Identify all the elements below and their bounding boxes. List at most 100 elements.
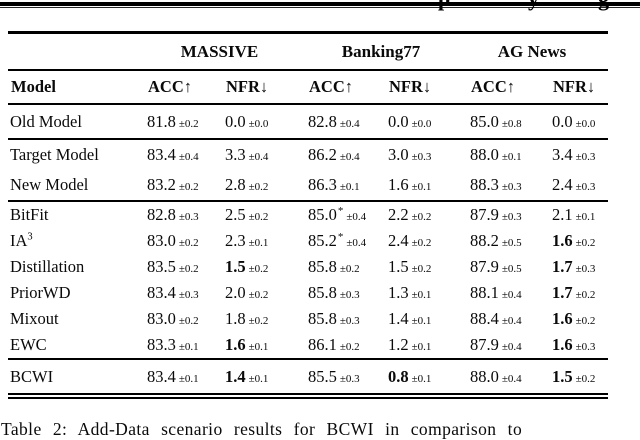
std-dev: ±0.3 bbox=[339, 373, 360, 385]
std-dev: ±0.3 bbox=[575, 341, 596, 353]
std-dev: ±0.4 bbox=[248, 151, 269, 163]
row-label: Old Model bbox=[10, 112, 82, 131]
metric-value: 2.1 bbox=[552, 205, 573, 224]
clipped-text-fragment: y bbox=[528, 0, 539, 12]
metric-value: 0.0 bbox=[225, 112, 246, 131]
std-dev: ±0.2 bbox=[411, 211, 432, 223]
row-label: PriorWD bbox=[10, 283, 71, 302]
nfr-value-cell: 1.5 ±0.2 bbox=[386, 254, 468, 280]
std-dev: ±0.2 bbox=[411, 263, 432, 275]
std-dev: ±0.2 bbox=[575, 237, 596, 249]
nfr-value-cell: 1.6 ±0.3 bbox=[550, 332, 608, 358]
metric-value: 88.0 bbox=[470, 367, 499, 386]
metric-value: 1.8 bbox=[225, 309, 246, 328]
nfr-value-cell: 0.8 ±0.1 bbox=[386, 360, 468, 393]
metric-value: 83.3 bbox=[147, 335, 176, 354]
acc-value-cell: 86.1 ±0.2 bbox=[306, 332, 386, 358]
std-dev: ±0.4 bbox=[178, 151, 199, 163]
std-dev: ±0.3 bbox=[501, 181, 522, 193]
metric-value: 1.2 bbox=[388, 335, 409, 354]
nfr-value-cell: 0.0 ±0.0 bbox=[386, 105, 468, 138]
metric-value: 85.0 bbox=[470, 112, 499, 131]
metric-value: 3.3 bbox=[225, 145, 246, 164]
std-dev: ±0.3 bbox=[339, 289, 360, 301]
std-dev: ±0.1 bbox=[411, 341, 432, 353]
acc-value-cell: 83.4 ±0.1 bbox=[145, 360, 223, 393]
clipped-rule-thin bbox=[0, 7, 640, 8]
metric-value: 83.0 bbox=[147, 231, 176, 250]
column-header-nfr: NFR↓ bbox=[553, 77, 596, 96]
metric-value: 85.5 bbox=[308, 367, 337, 386]
acc-value-cell: 87.9 ±0.5 bbox=[468, 254, 550, 280]
std-dev: ±0.1 bbox=[411, 181, 432, 193]
std-dev: ±0.2 bbox=[575, 289, 596, 301]
nfr-value-cell: 1.5 ±0.2 bbox=[223, 254, 306, 280]
acc-value-cell: 83.0 ±0.2 bbox=[145, 228, 223, 254]
acc-value-cell: 86.3 ±0.1 bbox=[306, 170, 386, 200]
metric-value: 1.6 bbox=[552, 231, 573, 250]
nfr-value-cell: 1.3 ±0.1 bbox=[386, 280, 468, 306]
std-dev: ±0.1 bbox=[411, 373, 432, 385]
std-dev: ±0.1 bbox=[178, 341, 199, 353]
nfr-value-cell: 0.0 ±0.0 bbox=[550, 105, 608, 138]
std-dev: ±0.1 bbox=[411, 315, 432, 327]
acc-value-cell: 83.3 ±0.1 bbox=[145, 332, 223, 358]
std-dev: ±0.3 bbox=[575, 151, 596, 163]
std-dev: ±0.2 bbox=[248, 211, 269, 223]
std-dev: ±0.2 bbox=[178, 181, 199, 193]
metric-value: 0.0 bbox=[388, 112, 409, 131]
nfr-value-cell: 1.6 ±0.1 bbox=[386, 170, 468, 200]
metric-value: 83.2 bbox=[147, 175, 176, 194]
acc-value-cell: 83.4 ±0.4 bbox=[145, 140, 223, 170]
std-dev: ±0.2 bbox=[575, 315, 596, 327]
metric-value: 0.0 bbox=[552, 112, 573, 131]
std-dev: ±0.4 bbox=[339, 151, 360, 163]
nfr-value-cell: 2.1 ±0.1 bbox=[550, 202, 608, 228]
metric-value: 2.5 bbox=[225, 205, 246, 224]
metric-value: 81.8 bbox=[147, 112, 176, 131]
column-header-acc: ACC↑ bbox=[309, 77, 353, 96]
nfr-value-cell: 1.2 ±0.1 bbox=[386, 332, 468, 358]
std-dev: ±0.4 bbox=[501, 373, 522, 385]
metric-value: 87.9 bbox=[470, 335, 499, 354]
std-dev: ±0.2 bbox=[248, 181, 269, 193]
metric-value: 86.1 bbox=[308, 335, 337, 354]
acc-value-cell: 87.9 ±0.4 bbox=[468, 332, 550, 358]
nfr-value-cell: 1.7 ±0.3 bbox=[550, 254, 608, 280]
std-dev: ±0.3 bbox=[411, 151, 432, 163]
column-header-model: Model bbox=[11, 77, 56, 96]
nfr-value-cell: 1.5 ±0.2 bbox=[550, 360, 608, 393]
row-label: EWC bbox=[10, 335, 47, 354]
std-dev: ±0.5 bbox=[501, 237, 522, 249]
std-dev: ±0.2 bbox=[178, 237, 199, 249]
nfr-value-cell: 0.0 ±0.0 bbox=[223, 105, 306, 138]
column-header-nfr: NFR↓ bbox=[226, 77, 269, 96]
std-dev: ±0.1 bbox=[248, 341, 269, 353]
std-dev: ±0.4 bbox=[501, 315, 522, 327]
acc-value-cell: 83.5 ±0.2 bbox=[145, 254, 223, 280]
nfr-value-cell: 1.6 ±0.1 bbox=[223, 332, 306, 358]
column-header-acc: ACC↑ bbox=[148, 77, 192, 96]
clipped-text-fragment: p bbox=[438, 0, 450, 12]
results-table-grid: MASSIVE Banking77 AG News Model ACC↑ NFR… bbox=[8, 31, 608, 399]
acc-value-cell: 85.0*±0.4 bbox=[306, 202, 386, 228]
metric-value: 82.8 bbox=[147, 205, 176, 224]
nfr-value-cell: 1.6 ±0.2 bbox=[550, 306, 608, 332]
row-label: Distillation bbox=[10, 257, 85, 276]
nfr-value-cell: 2.3 ±0.1 bbox=[223, 228, 306, 254]
section-rule bbox=[8, 138, 608, 140]
row-label: BCWI bbox=[10, 367, 54, 386]
clipped-previous-content: p y g bbox=[0, 0, 640, 13]
std-dev: ±0.2 bbox=[248, 315, 269, 327]
clipped-rule bbox=[0, 2, 640, 6]
std-dev: ±0.4 bbox=[501, 341, 522, 353]
nfr-value-cell: 1.4 ±0.1 bbox=[223, 360, 306, 393]
std-dev: ±0.2 bbox=[178, 263, 199, 275]
std-dev: ±0.2 bbox=[248, 263, 269, 275]
std-dev: ±0.1 bbox=[501, 151, 522, 163]
acc-value-cell: 85.0 ±0.8 bbox=[468, 105, 550, 138]
table-caption: Table 2: Add-Data scenario results for B… bbox=[1, 419, 523, 439]
std-dev: ±0.3 bbox=[501, 211, 522, 223]
std-dev: ±0.3 bbox=[339, 315, 360, 327]
nfr-value-cell: 2.0 ±0.2 bbox=[223, 280, 306, 306]
